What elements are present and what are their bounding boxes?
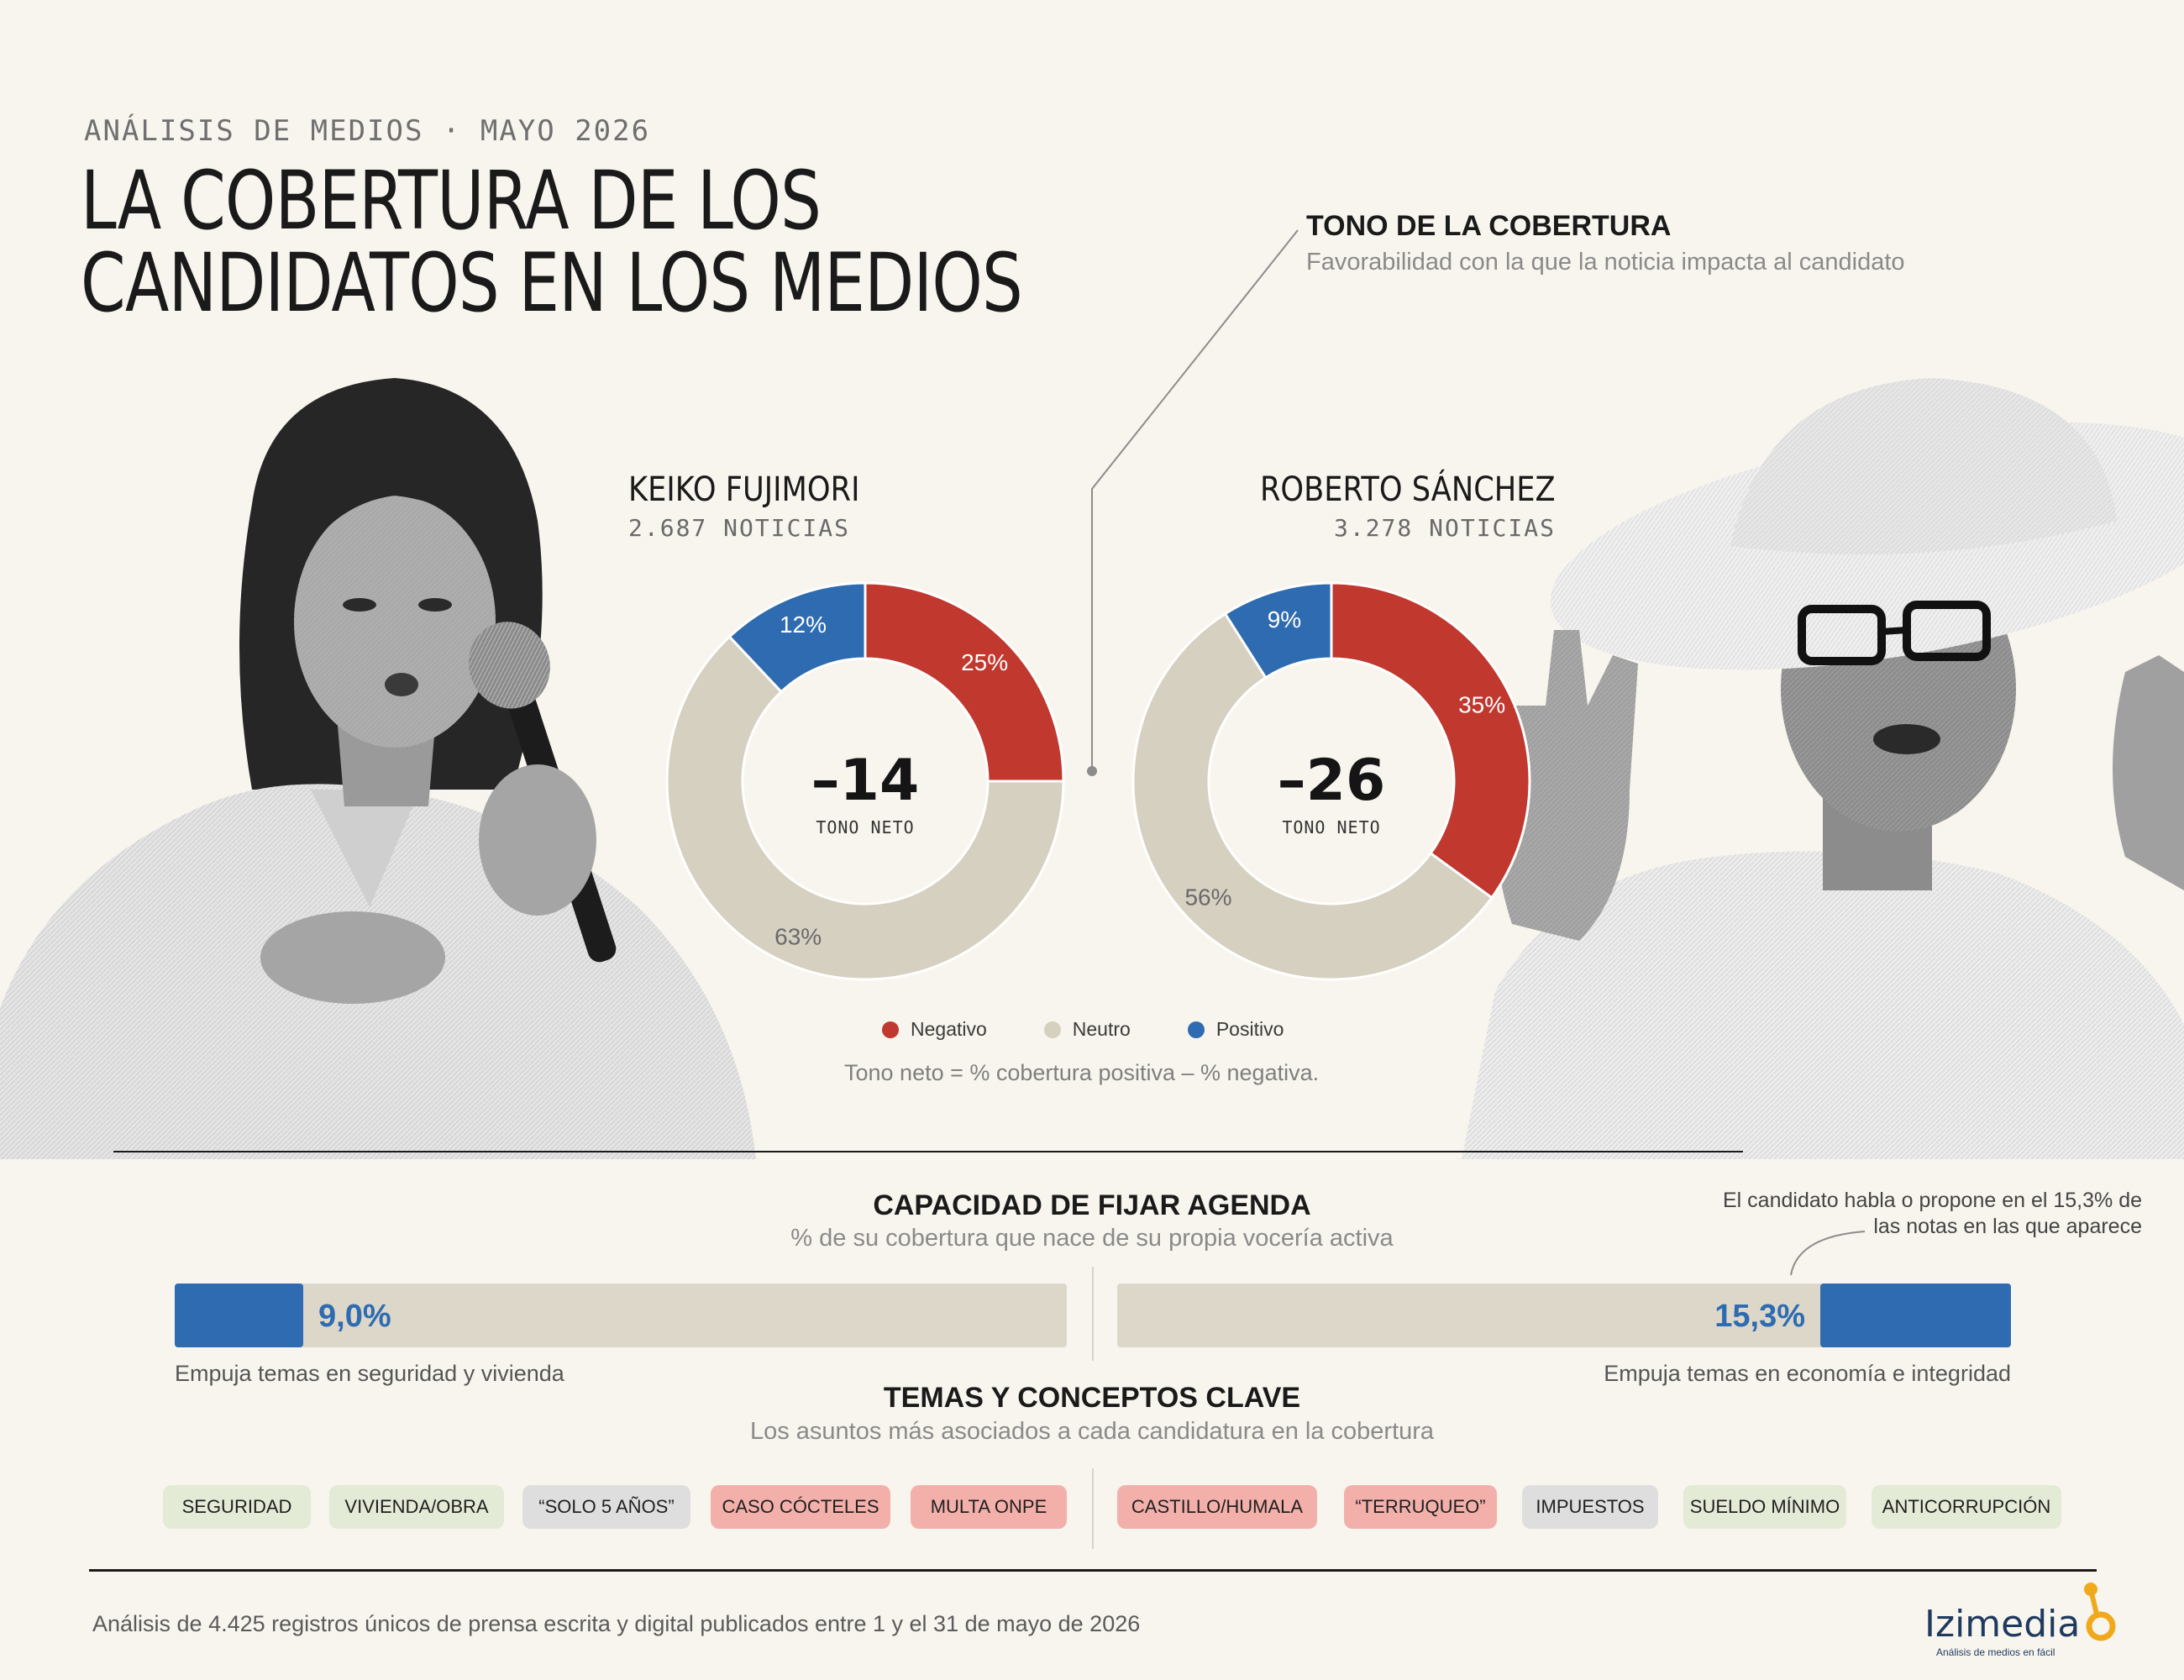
donut-slice-neutro: [1131, 612, 1494, 981]
donut-slice-label: 35%: [1458, 692, 1505, 718]
topic-tag: VIVIENDA/OBRA: [329, 1485, 504, 1529]
topic-tag: ANTICORRUPCIÓN: [1872, 1485, 2061, 1529]
legend-positive: Positivo: [1187, 1018, 1284, 1041]
topic-tag: MULTA ONPE: [911, 1485, 1067, 1529]
brand-mark-icon: [2084, 1583, 2116, 1641]
agenda-note-keiko: Empuja temas en seguridad y vivienda: [175, 1361, 564, 1386]
topics-subtitle: Los asuntos más asociados a cada candida…: [749, 1418, 1435, 1445]
brand-name: Izimedia: [1924, 1603, 2081, 1646]
agenda-annotation-line-1: El candidato habla o propone en el 15,3%…: [1723, 1189, 2142, 1212]
candidate-name-keiko: KEIKO FUJIMORI: [628, 470, 860, 509]
agenda-annotation-line-2: las notas en las que aparece: [1873, 1215, 2142, 1238]
topic-tag: SEGURIDAD: [163, 1485, 311, 1529]
donut-slice-label: 56%: [1184, 885, 1231, 911]
agenda-value-sanchez: 15,3%: [1714, 1299, 1805, 1334]
chart-legend: Negativo Neutro Positivo: [882, 1018, 1284, 1041]
tone-leader-line: [1087, 229, 1299, 776]
donut-slice-label: 25%: [961, 649, 1008, 675]
agenda-annotation-leader: [1790, 1231, 1866, 1276]
candidate-name-sanchez: ROBERTO SÁNCHEZ: [1260, 470, 1556, 509]
donut-slice-label: 12%: [780, 612, 827, 638]
legend-negative-label: Negativo: [911, 1018, 987, 1040]
legend-neutral-label: Neutro: [1072, 1018, 1131, 1040]
topic-tag: CASO CÓCTELES: [711, 1485, 890, 1529]
brand-logo: Izimedia Análisis de medios en fácil: [1919, 1579, 2116, 1663]
agenda-value-keiko: 9,0%: [318, 1299, 391, 1334]
kicker: ANÁLISIS DE MEDIOS · MAYO 2026: [84, 114, 651, 148]
topic-tag: CASTILLO/HUMALA: [1117, 1485, 1317, 1529]
topic-tag: IMPUESTOS: [1522, 1485, 1658, 1529]
donut-slice-neutro: [665, 634, 1065, 981]
section-divider: [113, 1151, 1743, 1152]
agenda-separator: [1092, 1267, 1094, 1361]
topic-tag: SUELDO MÍNIMO: [1683, 1485, 1846, 1529]
footer-rule: [89, 1569, 2097, 1572]
topic-tag: “TERRUQUEO”: [1344, 1485, 1497, 1529]
title-line-2: CANDIDATOS EN LOS MEDIOS: [81, 236, 1023, 330]
donut-chart-keiko: 25% 63% 12% –14 TONO NETO: [665, 581, 1065, 981]
net-tone-label: TONO NETO: [816, 817, 914, 837]
brand-tagline: Análisis de medios en fácil: [1936, 1646, 2055, 1658]
candidate-count-sanchez: 3.278 NOTICIAS: [1333, 514, 1556, 542]
negative-swatch: [882, 1021, 899, 1038]
donut-slice-label: 63%: [774, 923, 822, 949]
neutral-swatch: [1043, 1021, 1061, 1038]
donut-chart-sanchez: 35% 56% 9% –26 TONO NETO: [1131, 581, 1531, 981]
agenda-bar-fill-keiko: [175, 1284, 303, 1347]
keiko-fujimori-photo: [0, 370, 756, 1159]
footer-source: Análisis de 4.425 registros únicos de pr…: [92, 1611, 1141, 1636]
net-tone-label: TONO NETO: [1282, 817, 1380, 837]
net-tone-value: –26: [1278, 748, 1386, 814]
agenda-title: CAPACIDAD DE FIJAR AGENDA: [873, 1189, 1311, 1221]
legend-negative: Negativo: [882, 1018, 987, 1041]
donut-slice-positivo: [727, 581, 867, 694]
roberto-sanchez-photo: [1462, 353, 2184, 1159]
tone-section-subtitle: Favorabilidad con la que la noticia impa…: [1306, 249, 1905, 276]
topics-separator: [1092, 1468, 1094, 1549]
agenda-subtitle: % de su cobertura que nace de su propia …: [790, 1225, 1394, 1252]
net-tone-value: –14: [811, 748, 920, 814]
agenda-annotation: El candidato habla o propone en el 15,3%…: [1723, 1188, 2142, 1240]
agenda-bar-track-keiko: [175, 1284, 1067, 1347]
agenda-note-sanchez: Empuja temas en economía e integridad: [1604, 1361, 2011, 1386]
topic-tag: “SOLO 5 AÑOS”: [522, 1485, 690, 1529]
donut-slice-positivo: [1223, 581, 1333, 680]
legend-neutral: Neutro: [1043, 1018, 1131, 1041]
donut-slice-negativo: [864, 581, 1065, 783]
title-line-1: LA COBERTURA DE LOS: [81, 154, 822, 248]
positive-swatch: [1187, 1021, 1205, 1038]
donut-slice-label: 9%: [1268, 606, 1301, 633]
page-title: LA COBERTURA DE LOS CANDIDATOS EN LOS ME…: [81, 154, 1023, 330]
agenda-bar-fill-sanchez: [1820, 1284, 2011, 1347]
tone-section-title: TONO DE LA COBERTURA: [1306, 210, 1672, 242]
candidate-count-keiko: 2.687 NOTICIAS: [628, 514, 851, 542]
donut-slice-negativo: [1330, 581, 1531, 900]
topics-title: TEMAS Y CONCEPTOS CLAVE: [883, 1382, 1301, 1414]
tone-formula-note: Tono neto = % cobertura positiva – % neg…: [844, 1060, 1320, 1085]
legend-positive-label: Positivo: [1215, 1018, 1284, 1040]
